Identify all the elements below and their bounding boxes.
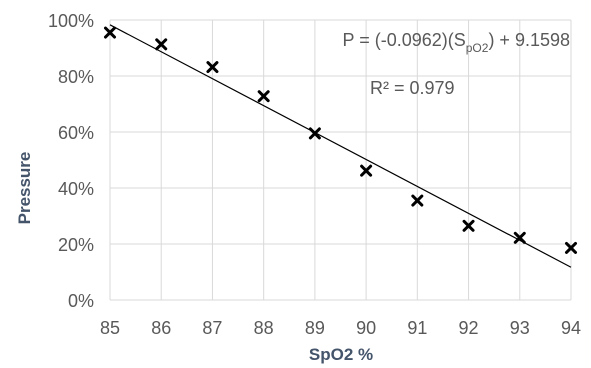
data-point [411, 194, 424, 207]
data-point [565, 241, 577, 254]
data-point [360, 164, 373, 177]
data-point [104, 26, 116, 39]
y-tick-label: 60% [58, 123, 94, 143]
data-point [206, 61, 219, 74]
x-axis-title: SpO2 % [309, 345, 373, 364]
x-tick-labels: 85 86 87 88 89 90 91 92 93 94 [100, 318, 581, 338]
data-points [104, 26, 577, 254]
r-squared-label: R² = 0.979 [370, 78, 455, 98]
trendline-equation: P = (-0.0962)(SpO2) + 9.1598 [343, 30, 570, 55]
y-axis-title: Pressure [15, 152, 34, 225]
data-point [155, 38, 168, 51]
x-tick-label: 93 [510, 318, 530, 338]
y-tick-label: 20% [58, 235, 94, 255]
trendline [109, 24, 572, 268]
x-tick-label: 91 [407, 318, 427, 338]
x-tick-label: 85 [100, 318, 120, 338]
y-tick-label: 0% [68, 291, 94, 311]
x-tick-label: 89 [305, 318, 325, 338]
data-point [308, 127, 321, 140]
x-tick-label: 94 [561, 318, 581, 338]
x-tick-label: 86 [151, 318, 171, 338]
y-tick-label: 80% [58, 67, 94, 87]
y-tick-label: 40% [58, 179, 94, 199]
x-tick-label: 92 [459, 318, 479, 338]
y-tick-labels: 0% 20% 40% 60% 80% 100% [48, 11, 94, 311]
gridlines [109, 19, 572, 301]
x-tick-label: 87 [202, 318, 222, 338]
data-point [462, 219, 475, 232]
data-point [257, 90, 270, 103]
y-tick-label: 100% [48, 11, 94, 31]
x-tick-label: 88 [254, 318, 274, 338]
x-tick-label: 90 [356, 318, 376, 338]
data-point [513, 231, 526, 244]
